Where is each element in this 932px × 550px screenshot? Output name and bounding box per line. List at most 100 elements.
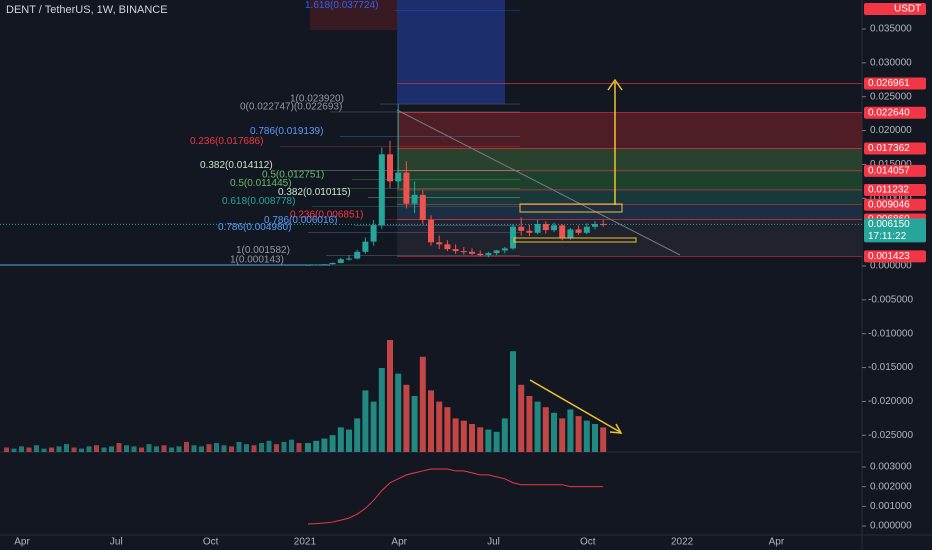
volume-bar: [184, 441, 189, 452]
time-label: Jul: [487, 537, 500, 548]
candle-body: [510, 226, 516, 249]
volume-bar: [124, 445, 129, 452]
volume-bar: [296, 443, 302, 452]
candle-body: [436, 242, 443, 245]
volume-bar: [469, 424, 475, 452]
volume-bar: [428, 390, 434, 452]
time-label: Apr: [391, 537, 407, 548]
candle-body: [354, 251, 361, 259]
time-label: Jul: [110, 537, 123, 548]
volume-tick-label: -0.015000: [868, 362, 913, 373]
volume-bar: [176, 446, 182, 452]
trend-line: [396, 109, 681, 256]
price-tick-label: 0.030000: [870, 58, 912, 69]
red-zone-top: [310, 0, 397, 30]
time-label: Oct: [580, 537, 596, 548]
volume-bar: [542, 407, 549, 452]
candle-body: [305, 264, 311, 266]
fib-zone: [397, 148, 862, 171]
volume-bar: [41, 448, 47, 452]
price-tag-label: 0.014057: [868, 165, 910, 176]
price-tag-label: 0.022640: [868, 107, 910, 118]
candle-body: [485, 253, 492, 256]
fib-label: 0.382(0.010115): [278, 187, 351, 198]
volume-bar: [169, 447, 174, 452]
indicator-tick-label: 0.002000: [870, 481, 912, 492]
volume-bar: [313, 440, 320, 452]
volume-tick-label: -0.020000: [868, 396, 913, 407]
volume-bar: [346, 429, 352, 452]
candle-body: [469, 251, 475, 254]
fib-label: 0.786(0.006016): [264, 215, 337, 226]
indicator-tick-label: 0.003000: [870, 462, 912, 473]
range-box: [519, 203, 623, 213]
volume-bar: [337, 427, 344, 452]
volume-bar: [501, 418, 508, 452]
candle-body: [403, 172, 410, 204]
volume-bar: [460, 420, 467, 452]
volume-bar: [592, 424, 598, 452]
volume-bar: [477, 427, 484, 452]
candle-body: [534, 224, 541, 233]
volume-bar: [567, 409, 574, 452]
range-box: [513, 237, 637, 243]
fib-label: 0.382(0.014112): [200, 160, 273, 171]
volume-tick-label: -0.025000: [868, 430, 913, 441]
volume-bar: [452, 418, 459, 452]
fib-label: 0.236(0.006851): [290, 209, 363, 220]
volume-bar: [362, 390, 369, 452]
volume-bar: [583, 420, 590, 452]
price-tag-label: 0.001423: [868, 251, 910, 262]
volume-bar: [86, 446, 92, 452]
price-tag: [864, 77, 926, 90]
candle-body: [567, 229, 574, 238]
volume-bar: [575, 416, 582, 452]
candle-body: [321, 264, 328, 266]
candle-body: [313, 264, 320, 266]
time-label: 2022: [671, 537, 694, 548]
fib-label: 0.786(0.004980): [218, 222, 291, 233]
volume-bar: [534, 401, 541, 452]
volume-bar: [116, 443, 122, 452]
candle-body: [477, 253, 484, 256]
price-tag: [864, 106, 926, 119]
volume-bar: [101, 447, 107, 452]
volume-bar: [154, 446, 159, 452]
volume-bar: [354, 418, 361, 452]
volume-bar: [221, 445, 227, 452]
price-tag: [864, 198, 926, 211]
time-label: Oct: [203, 537, 219, 548]
candle-body: [559, 225, 566, 238]
volume-bar: [387, 340, 393, 452]
price-tag-label: 0.017362: [868, 143, 910, 154]
price-tag: [864, 142, 926, 155]
volume-bar: [485, 429, 492, 452]
volume-bar: [510, 351, 516, 452]
candle-body: [387, 154, 393, 182]
candle-body: [526, 230, 533, 233]
volume-bar: [493, 431, 500, 452]
volume-bar: [329, 435, 336, 452]
volume-bar: [206, 444, 212, 452]
volume-bar: [551, 412, 557, 452]
arrow-head: [607, 78, 623, 91]
candle-body: [551, 225, 557, 231]
fib-label: 0.786(0.019139): [250, 126, 323, 137]
volume-bar: [191, 445, 197, 452]
fib-label: 0.5(0.011445): [230, 178, 292, 189]
volume-bar: [419, 356, 426, 452]
price-tick-label: 0.035000: [870, 24, 912, 35]
currency-label: USDT: [894, 4, 921, 15]
volume-bar: [109, 446, 114, 452]
volume-bar: [403, 384, 410, 452]
candle-body: [542, 224, 549, 231]
volume-bar: [289, 439, 294, 452]
fib-zone: [397, 170, 862, 190]
fib-label: 0.236(0.017686): [190, 136, 263, 147]
volume-tick-label: -0.010000: [868, 328, 913, 339]
fib-zone: [397, 112, 862, 149]
price-tag-label: 0.009046: [868, 199, 910, 210]
price-tag-label: 0.011232: [868, 185, 909, 196]
